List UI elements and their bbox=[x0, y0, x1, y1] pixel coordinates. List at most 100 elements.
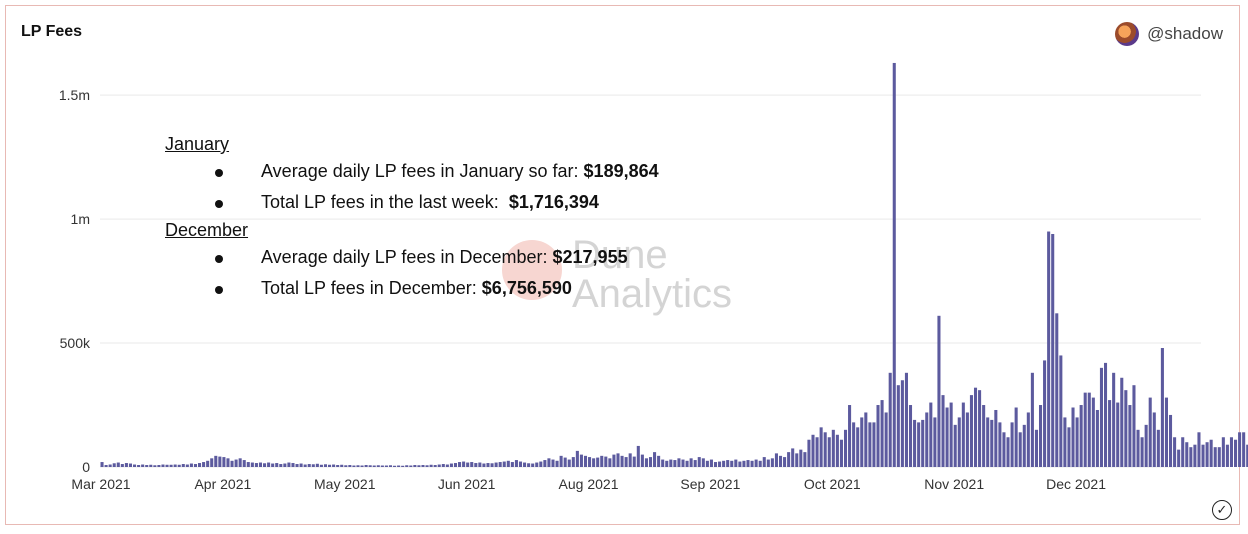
bar[interactable] bbox=[1209, 439, 1213, 467]
bar[interactable] bbox=[978, 390, 982, 467]
bar[interactable] bbox=[165, 464, 169, 467]
bar[interactable] bbox=[388, 465, 393, 467]
bar[interactable] bbox=[616, 453, 620, 467]
bar[interactable] bbox=[921, 419, 925, 467]
bar[interactable] bbox=[214, 455, 218, 467]
bar[interactable] bbox=[697, 457, 701, 467]
bar[interactable] bbox=[360, 465, 364, 467]
bar[interactable] bbox=[941, 395, 945, 467]
bar[interactable] bbox=[831, 429, 835, 467]
bar[interactable] bbox=[750, 460, 754, 467]
bar[interactable] bbox=[539, 461, 543, 467]
bar[interactable] bbox=[1014, 407, 1018, 467]
bar[interactable] bbox=[620, 455, 624, 467]
bar[interactable] bbox=[783, 457, 787, 467]
bar[interactable] bbox=[169, 464, 173, 467]
bar[interactable] bbox=[299, 463, 303, 467]
bar[interactable] bbox=[726, 460, 730, 467]
bar[interactable] bbox=[226, 458, 230, 467]
bar[interactable] bbox=[1018, 432, 1022, 467]
bar[interactable] bbox=[1128, 405, 1132, 467]
bar[interactable] bbox=[1047, 231, 1051, 467]
bar[interactable] bbox=[1156, 429, 1160, 467]
bar[interactable] bbox=[1071, 407, 1075, 467]
bar[interactable] bbox=[892, 62, 896, 467]
bar[interactable] bbox=[153, 465, 157, 467]
bar[interactable] bbox=[1197, 432, 1201, 467]
bar[interactable] bbox=[770, 458, 774, 467]
bar[interactable] bbox=[917, 422, 921, 467]
bar[interactable] bbox=[510, 462, 514, 467]
bar[interactable] bbox=[872, 422, 876, 467]
bar[interactable] bbox=[1112, 372, 1116, 467]
bar[interactable] bbox=[803, 452, 807, 467]
bar[interactable] bbox=[254, 463, 258, 467]
bar[interactable] bbox=[1026, 412, 1030, 467]
bar[interactable] bbox=[986, 417, 990, 467]
bar[interactable] bbox=[884, 412, 888, 467]
bar[interactable] bbox=[271, 463, 275, 467]
bar[interactable] bbox=[746, 460, 750, 467]
bar[interactable] bbox=[506, 460, 510, 467]
bar[interactable] bbox=[1242, 432, 1246, 467]
bar[interactable] bbox=[514, 460, 518, 467]
bar[interactable] bbox=[246, 462, 250, 467]
bar[interactable] bbox=[969, 395, 973, 467]
bar[interactable] bbox=[648, 457, 653, 467]
bar[interactable] bbox=[1055, 313, 1059, 467]
bar[interactable] bbox=[1164, 397, 1168, 467]
bar[interactable] bbox=[657, 455, 661, 467]
bar[interactable] bbox=[1095, 409, 1099, 467]
bar[interactable] bbox=[1181, 437, 1185, 467]
bar[interactable] bbox=[677, 458, 681, 467]
bar[interactable] bbox=[612, 454, 616, 467]
bar[interactable] bbox=[624, 457, 628, 467]
bar[interactable] bbox=[376, 465, 380, 467]
bar[interactable] bbox=[588, 457, 592, 467]
bar[interactable] bbox=[352, 465, 356, 467]
bar[interactable] bbox=[193, 464, 198, 467]
bar[interactable] bbox=[1221, 437, 1225, 467]
bar[interactable] bbox=[787, 452, 791, 467]
bar[interactable] bbox=[405, 465, 409, 467]
bar[interactable] bbox=[364, 465, 368, 467]
bar[interactable] bbox=[250, 462, 254, 467]
bar[interactable] bbox=[1177, 449, 1181, 467]
bar[interactable] bbox=[157, 465, 161, 467]
bar[interactable] bbox=[356, 465, 360, 467]
bar[interactable] bbox=[291, 463, 295, 467]
bar[interactable] bbox=[628, 453, 632, 467]
bar[interactable] bbox=[433, 465, 437, 467]
bar[interactable] bbox=[311, 464, 315, 467]
bar[interactable] bbox=[141, 464, 145, 467]
bar[interactable] bbox=[1238, 432, 1242, 467]
bar[interactable] bbox=[929, 402, 933, 467]
bar[interactable] bbox=[531, 463, 535, 467]
bar[interactable] bbox=[1103, 362, 1108, 467]
bar[interactable] bbox=[1132, 385, 1136, 467]
bar[interactable] bbox=[449, 463, 453, 467]
bar[interactable] bbox=[1063, 417, 1067, 467]
bar[interactable] bbox=[323, 464, 328, 467]
bar[interactable] bbox=[482, 463, 486, 467]
bar[interactable] bbox=[222, 457, 226, 467]
bar[interactable] bbox=[908, 405, 913, 467]
bar[interactable] bbox=[445, 464, 449, 467]
bar[interactable] bbox=[100, 462, 104, 467]
bar[interactable] bbox=[425, 465, 429, 467]
bar[interactable] bbox=[287, 462, 291, 467]
bar[interactable] bbox=[518, 461, 523, 467]
bar[interactable] bbox=[685, 460, 689, 467]
bar[interactable] bbox=[791, 448, 795, 467]
bar[interactable] bbox=[864, 412, 868, 467]
bar[interactable] bbox=[1075, 417, 1079, 467]
bar[interactable] bbox=[583, 455, 588, 467]
bar[interactable] bbox=[758, 460, 762, 467]
bar[interactable] bbox=[1034, 429, 1038, 467]
bar[interactable] bbox=[738, 461, 742, 467]
bar[interactable] bbox=[856, 427, 860, 467]
bar[interactable] bbox=[328, 464, 332, 467]
bar[interactable] bbox=[128, 463, 133, 467]
bar[interactable] bbox=[181, 464, 185, 467]
bar[interactable] bbox=[1246, 444, 1248, 467]
